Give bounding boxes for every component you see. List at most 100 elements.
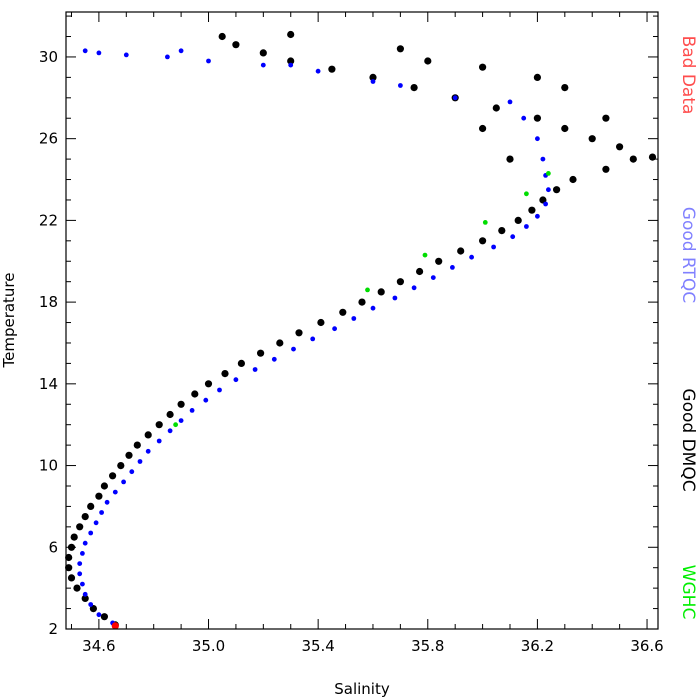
x-tick-label: 35.8 [411, 637, 444, 655]
legend-good-dmqc: Good DMQC [678, 388, 698, 491]
point-good-dmqc [424, 57, 432, 65]
point-wghc [482, 220, 488, 225]
x-tick-label: 35.0 [192, 637, 225, 655]
point-good-dmqc [232, 41, 240, 49]
point-good-rtqc [80, 581, 85, 587]
point-good-dmqc [100, 482, 108, 490]
point-good-dmqc [410, 84, 418, 92]
x-tick-label: 36.2 [521, 637, 554, 655]
point-good-rtqc [165, 54, 170, 60]
y-tick-label: 18 [39, 293, 58, 311]
point-good-dmqc [602, 114, 610, 122]
point-good-dmqc [259, 49, 267, 57]
point-wghc [546, 171, 551, 176]
point-good-dmqc [81, 513, 89, 521]
point-good-dmqc [295, 329, 303, 337]
legend-wghc: WGHC [678, 565, 698, 620]
point-good-dmqc [81, 594, 89, 603]
point-good-rtqc [77, 561, 83, 566]
point-good-dmqc [276, 339, 284, 347]
point-good-dmqc [76, 523, 84, 531]
legend-bad-data: Bad Data [678, 36, 698, 115]
point-good-dmqc [133, 441, 141, 449]
point-good-dmqc [191, 390, 199, 398]
point-good-rtqc [370, 79, 376, 84]
point-good-dmqc [514, 216, 522, 224]
point-good-dmqc [602, 165, 610, 173]
point-good-rtqc [271, 356, 277, 362]
point-good-rtqc [93, 520, 99, 526]
y-axis-title: Temperature [0, 272, 18, 368]
y-tick-label: 26 [39, 130, 58, 148]
point-good-dmqc [561, 84, 569, 92]
point-good-rtqc [80, 551, 85, 556]
plot-frame [65, 11, 659, 630]
point-good-dmqc [67, 574, 76, 582]
point-good-dmqc [177, 400, 185, 408]
y-tick-label: 22 [39, 211, 58, 229]
point-good-rtqc [450, 265, 455, 270]
plot-background [66, 12, 658, 629]
point-good-dmqc [70, 533, 78, 541]
y-tick-label: 10 [39, 457, 58, 475]
point-good-rtqc [129, 469, 135, 475]
point-good-dmqc [287, 30, 295, 39]
point-good-dmqc [479, 237, 487, 245]
point-good-dmqc [166, 410, 174, 419]
point-good-rtqc [189, 408, 195, 413]
data-points-layer [65, 30, 657, 630]
point-good-dmqc [396, 45, 404, 53]
point-good-rtqc [291, 346, 296, 352]
point-good-rtqc [206, 58, 211, 64]
point-good-rtqc [310, 336, 316, 342]
y-tick-label: 30 [39, 48, 58, 66]
point-good-rtqc [288, 62, 294, 68]
y-tick-label: 6 [48, 538, 58, 556]
point-good-rtqc [104, 499, 110, 505]
point-good-rtqc [260, 62, 266, 68]
point-good-rtqc [82, 591, 88, 597]
point-good-rtqc [137, 459, 143, 464]
point-good-dmqc [109, 472, 117, 480]
point-wghc [173, 422, 179, 428]
point-good-rtqc [510, 234, 516, 240]
point-good-dmqc [416, 267, 424, 276]
point-good-dmqc [89, 605, 97, 613]
point-good-dmqc [144, 431, 152, 439]
point-good-rtqc [88, 602, 94, 607]
point-good-dmqc [237, 359, 245, 367]
point-good-dmqc [479, 63, 487, 71]
point-good-dmqc [377, 288, 385, 296]
point-good-dmqc [65, 553, 73, 562]
point-wghc [365, 287, 370, 293]
point-good-rtqc [540, 156, 546, 162]
point-good-rtqc [398, 83, 403, 88]
point-good-dmqc [457, 247, 465, 255]
point-good-rtqc [123, 52, 129, 58]
point-good-rtqc [88, 530, 94, 536]
point-good-rtqc [96, 612, 102, 618]
point-good-rtqc [82, 48, 88, 54]
point-good-dmqc [533, 114, 542, 122]
point-good-dmqc [317, 318, 325, 327]
point-good-rtqc [491, 244, 496, 250]
point-good-dmqc [435, 257, 443, 265]
point-good-rtqc [521, 115, 527, 121]
point-good-dmqc [569, 175, 577, 184]
point-good-rtqc [332, 326, 337, 332]
point-good-dmqc [155, 421, 163, 429]
point-good-dmqc [498, 227, 506, 235]
point-good-rtqc [99, 510, 104, 515]
point-good-dmqc [588, 135, 596, 143]
point-good-dmqc [328, 65, 336, 73]
point-good-rtqc [507, 99, 513, 105]
point-good-rtqc [546, 187, 551, 193]
point-good-rtqc [351, 316, 357, 321]
point-good-rtqc [524, 224, 529, 229]
point-good-dmqc [87, 502, 95, 510]
x-tick-label: 34.6 [82, 637, 115, 655]
point-good-dmqc [100, 613, 108, 621]
point-good-rtqc [178, 418, 184, 423]
point-good-rtqc [96, 50, 102, 56]
